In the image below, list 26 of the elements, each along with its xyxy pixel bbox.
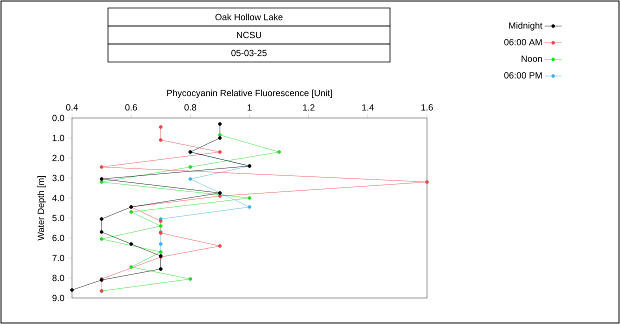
x-tick-label: 1.6 <box>421 104 433 111</box>
legend-label: 06:00 AM <box>504 38 542 46</box>
y-tick-label: 3.0 <box>52 174 64 182</box>
chart-subtitle: NCSU <box>236 32 262 38</box>
x-axis-title: Phycocyanin Relative Fluorescence [Unit] <box>167 90 332 98</box>
y-axis-title: Water Depth [m] <box>37 176 46 241</box>
legend-label: Noon <box>522 56 542 62</box>
chart-title: Oak Hollow Lake <box>215 14 283 20</box>
y-tick-label: 1.0 <box>52 134 64 142</box>
y-tick-label: 6.0 <box>52 234 64 242</box>
x-tick-label: 1 <box>248 104 252 111</box>
y-tick-label: 9.0 <box>52 294 64 302</box>
y-tick-label: 7.0 <box>52 254 64 262</box>
y-tick-label: 4.0 <box>52 194 64 202</box>
y-tick-label: 8.0 <box>52 274 64 282</box>
y-tick-label: 2.0 <box>52 154 64 162</box>
x-tick-label: 1.4 <box>362 104 374 111</box>
legend-label: 06:00 PM <box>504 72 542 79</box>
x-tick-label: 0.8 <box>184 104 196 111</box>
x-tick-label: 0.6 <box>125 104 138 111</box>
y-tick-label: 5.0 <box>52 214 64 222</box>
y-tick-label: 0.0 <box>52 114 64 122</box>
legend-label: Midnight <box>509 22 542 31</box>
text: 05-03-25 <box>231 50 267 56</box>
x-tick-label: 1.2 <box>303 104 314 111</box>
x-tick-label: 0.4 <box>66 104 78 111</box>
